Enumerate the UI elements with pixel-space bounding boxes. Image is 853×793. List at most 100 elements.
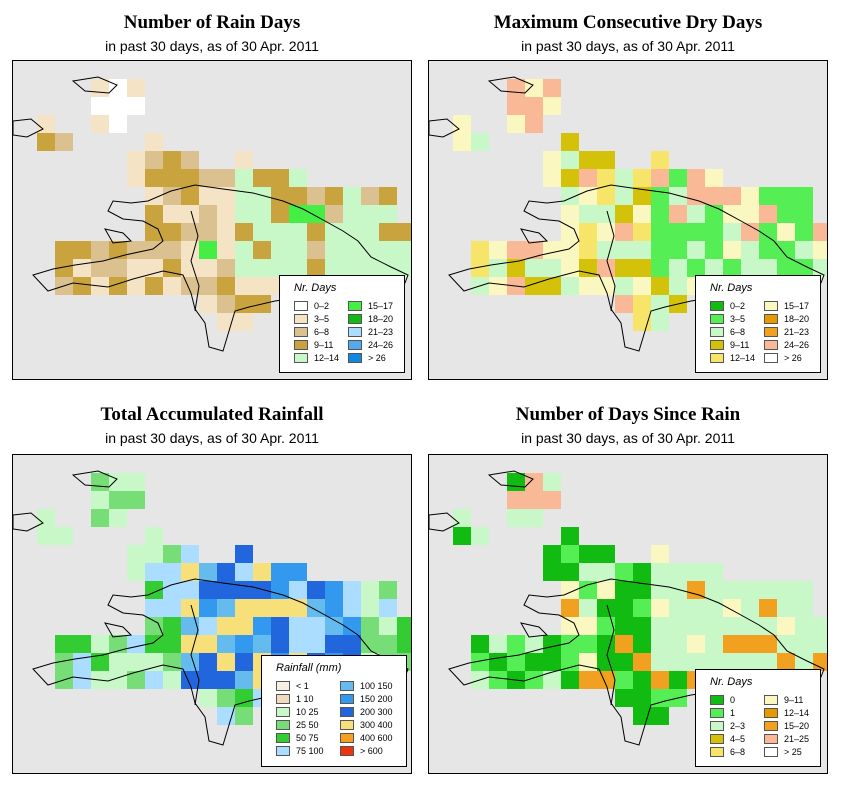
grid-cell xyxy=(181,599,199,617)
grid-cell xyxy=(651,617,669,635)
grid-cell xyxy=(253,563,271,581)
grid-cell xyxy=(361,581,379,599)
legend-item: 6–8 xyxy=(710,746,745,758)
legend-swatch xyxy=(348,327,362,337)
grid-cell xyxy=(615,563,633,581)
grid-cell xyxy=(687,259,705,277)
legend-swatch xyxy=(710,708,724,718)
grid-cell xyxy=(307,241,325,259)
grid-cell xyxy=(525,277,543,295)
grid-cell xyxy=(307,187,325,205)
grid-cell xyxy=(109,473,127,491)
grid-cell xyxy=(199,223,217,241)
grid-cell xyxy=(235,151,253,169)
legend-label: 100 150 xyxy=(360,681,393,691)
grid-cell xyxy=(145,169,163,187)
grid-cell xyxy=(561,241,579,259)
legend-item: 2–3 xyxy=(710,720,745,732)
grid-cell xyxy=(307,617,325,635)
grid-cell xyxy=(163,277,181,295)
coastline xyxy=(71,76,118,94)
grid-cell xyxy=(307,205,325,223)
grid-cell xyxy=(759,259,777,277)
grid-cell xyxy=(289,563,307,581)
grid-cell xyxy=(235,563,253,581)
grid-cell xyxy=(795,581,813,599)
legend-item: 21–23 xyxy=(348,326,393,338)
grid-cell xyxy=(579,617,597,635)
grid-cell xyxy=(705,617,723,635)
grid-cell xyxy=(397,259,411,277)
grid-cell xyxy=(561,151,579,169)
grid-cell xyxy=(307,635,325,653)
grid-cell xyxy=(651,151,669,169)
grid-cell xyxy=(705,169,723,187)
grid-cell xyxy=(397,635,411,653)
grid-cell xyxy=(489,277,507,295)
grid-cell xyxy=(651,259,669,277)
grid-cell xyxy=(55,635,73,653)
grid-cell xyxy=(597,241,615,259)
grid-cell xyxy=(759,581,777,599)
grid-cell xyxy=(597,545,615,563)
grid-cell xyxy=(163,599,181,617)
grid-cell xyxy=(271,563,289,581)
grid-cell xyxy=(669,581,687,599)
grid-cell xyxy=(91,241,109,259)
grid-cell xyxy=(471,527,489,545)
legend-swatch xyxy=(294,314,308,324)
grid-cell xyxy=(127,79,145,97)
coastline xyxy=(520,622,549,638)
grid-cell xyxy=(91,491,109,509)
grid-cell xyxy=(759,241,777,259)
grid-cell xyxy=(343,205,361,223)
legend-title: Rainfall (mm) xyxy=(276,662,342,674)
grid-cell xyxy=(235,707,253,725)
legend-label: 15–17 xyxy=(368,301,394,311)
coastline xyxy=(104,228,133,244)
grid-cell xyxy=(561,223,579,241)
grid-cell xyxy=(235,545,253,563)
grid-cell xyxy=(271,223,289,241)
grid-cell xyxy=(37,133,55,151)
grid-cell xyxy=(55,241,73,259)
legend-item: 9–11 xyxy=(294,339,333,351)
grid-cell xyxy=(543,259,561,277)
legend-item: 10 25 xyxy=(276,706,319,718)
grid-cell xyxy=(235,205,253,223)
grid-cell xyxy=(615,205,633,223)
grid-cell xyxy=(145,205,163,223)
grid-cell xyxy=(127,473,145,491)
legend-item: 15–20 xyxy=(764,720,809,732)
grid-cell xyxy=(307,599,325,617)
grid-cell xyxy=(145,599,163,617)
grid-cell xyxy=(597,223,615,241)
grid-cell xyxy=(669,187,687,205)
grid-cell xyxy=(777,617,795,635)
grid-cell xyxy=(651,169,669,187)
grid-cell xyxy=(91,97,109,115)
legend-swatch xyxy=(276,681,290,691)
grid-cell xyxy=(795,635,813,653)
legend-label: 6–8 xyxy=(730,327,746,337)
legend-item: 24–26 xyxy=(764,339,809,351)
grid-cell xyxy=(361,241,379,259)
grid-cell xyxy=(217,689,235,707)
legend-item: > 25 xyxy=(764,746,802,758)
legend-swatch xyxy=(764,301,778,311)
coastline xyxy=(71,470,118,488)
legend-swatch xyxy=(710,721,724,731)
legend-swatch xyxy=(764,314,778,324)
legend-label: 18–20 xyxy=(368,314,394,324)
grid-cell xyxy=(507,115,525,133)
legend-item: < 1 xyxy=(276,680,309,692)
grid-cell xyxy=(343,581,361,599)
grid-cell xyxy=(813,241,827,259)
grid-cell xyxy=(597,581,615,599)
legend-swatch xyxy=(294,340,308,350)
grid-cell xyxy=(633,277,651,295)
grid-cell xyxy=(199,581,217,599)
grid-cell xyxy=(777,259,795,277)
grid-cell xyxy=(163,205,181,223)
legend-item: 24–26 xyxy=(348,339,393,351)
